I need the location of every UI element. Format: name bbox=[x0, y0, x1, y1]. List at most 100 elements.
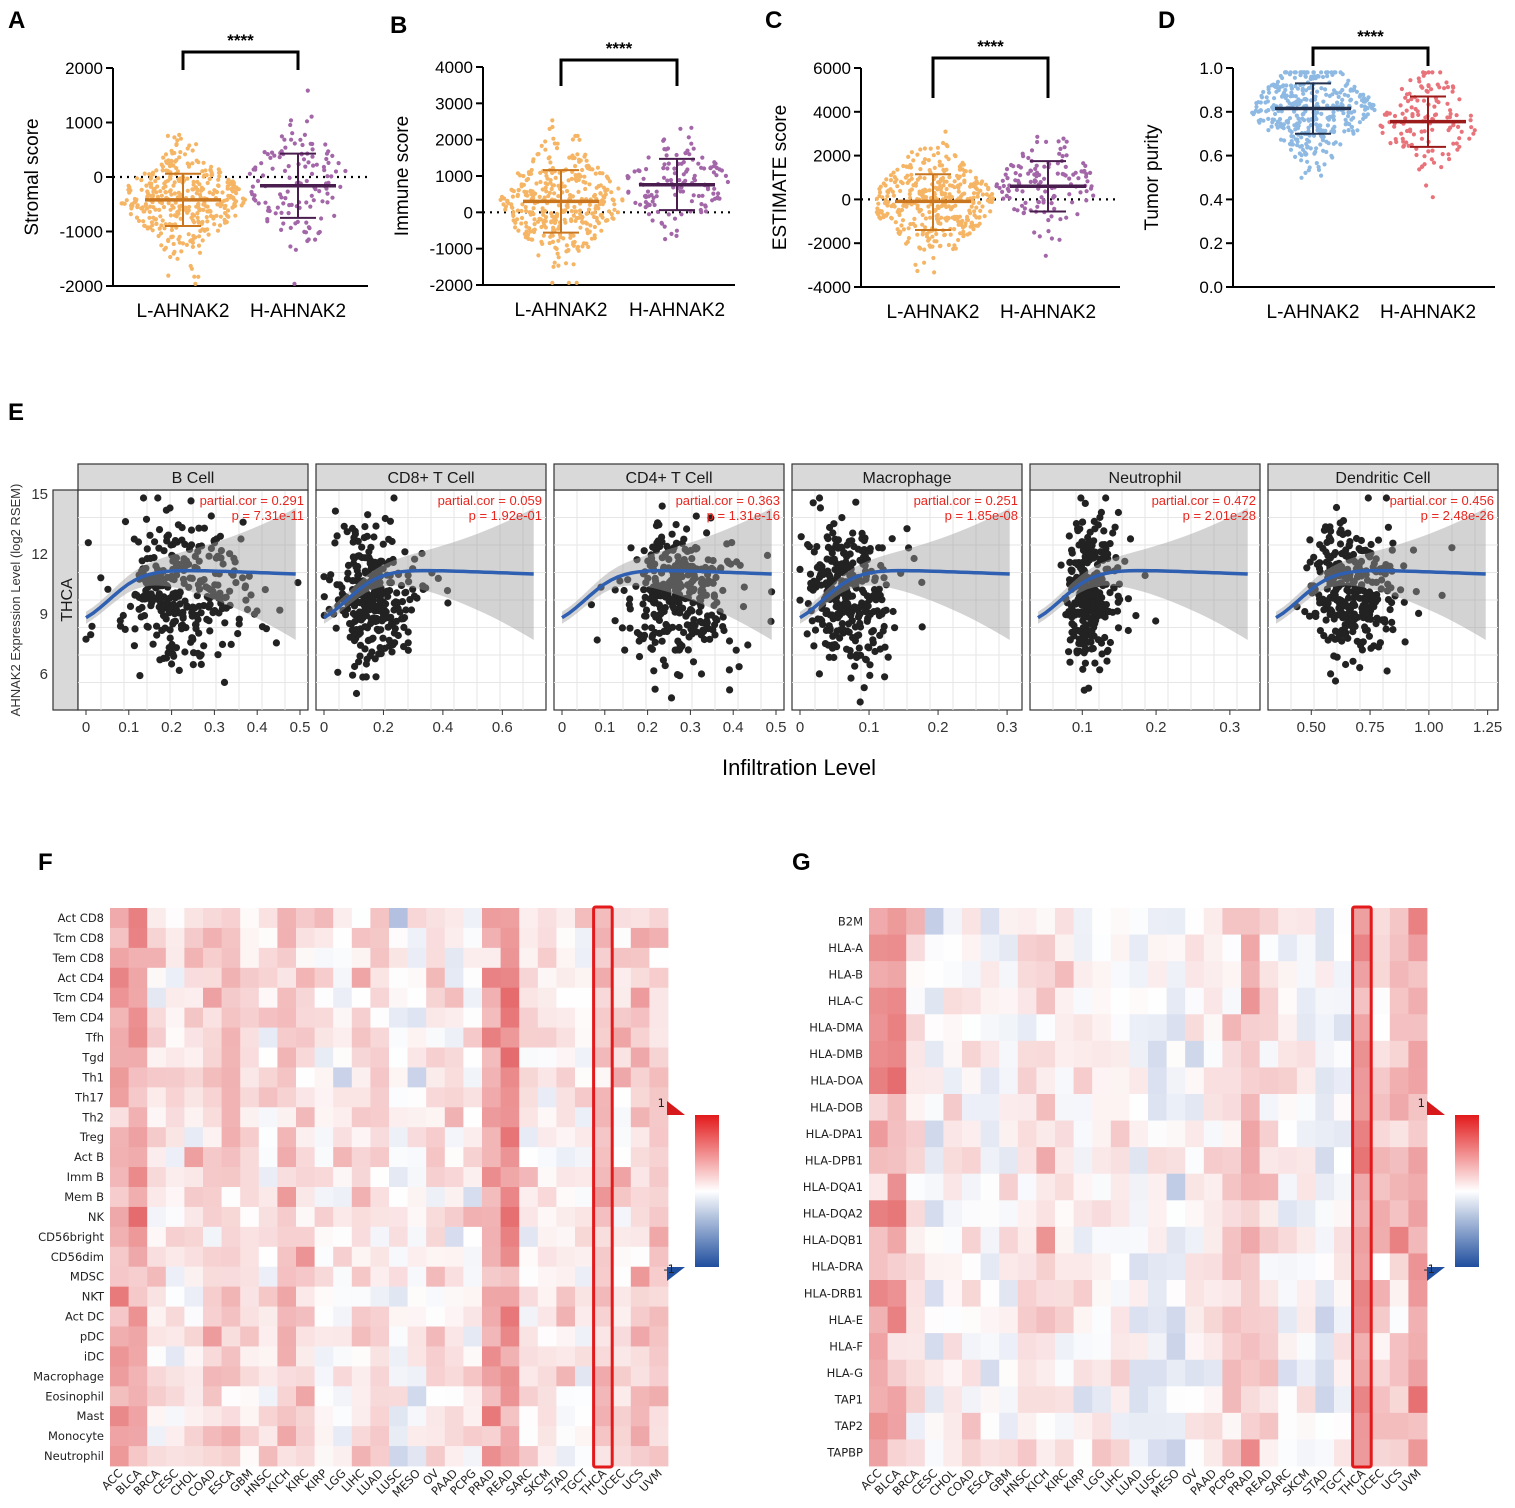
data-point bbox=[918, 246, 923, 251]
data-point bbox=[192, 625, 200, 633]
data-point bbox=[550, 170, 555, 176]
data-point bbox=[1362, 104, 1367, 109]
data-point bbox=[977, 200, 982, 205]
data-point bbox=[1256, 118, 1261, 123]
heatmap-cell bbox=[482, 1127, 501, 1148]
data-point bbox=[1293, 154, 1298, 159]
data-point bbox=[1448, 108, 1453, 113]
data-point bbox=[681, 172, 686, 177]
x-tick-label: 0.75 bbox=[1355, 719, 1384, 736]
data-point bbox=[250, 184, 255, 189]
data-point bbox=[174, 166, 179, 171]
heatmap-cell bbox=[444, 1127, 464, 1148]
heatmap-cell bbox=[593, 1167, 613, 1188]
data-point bbox=[1111, 523, 1119, 531]
data-point bbox=[576, 177, 581, 182]
data-point bbox=[1105, 607, 1113, 616]
heatmap-cell bbox=[370, 927, 390, 949]
data-point bbox=[205, 180, 210, 186]
heatmap-cell bbox=[612, 1027, 632, 1048]
data-point bbox=[222, 205, 227, 211]
data-point bbox=[962, 191, 967, 196]
data-point bbox=[329, 174, 334, 179]
data-point bbox=[571, 243, 577, 248]
data-point bbox=[1424, 183, 1429, 188]
data-point bbox=[960, 218, 965, 223]
data-point bbox=[309, 171, 315, 176]
data-point bbox=[516, 187, 521, 193]
data-point bbox=[511, 213, 516, 218]
data-point bbox=[1357, 94, 1362, 99]
y-tick-label: -1000 bbox=[60, 223, 103, 242]
data-point bbox=[719, 623, 727, 631]
data-point bbox=[1289, 142, 1294, 147]
data-point bbox=[1446, 152, 1451, 157]
data-point bbox=[279, 195, 284, 200]
heatmap-cell bbox=[370, 1167, 390, 1188]
data-point bbox=[190, 244, 195, 249]
data-point bbox=[359, 673, 367, 681]
data-point bbox=[842, 601, 850, 609]
data-point bbox=[190, 212, 195, 217]
data-point bbox=[1291, 102, 1296, 107]
data-point bbox=[578, 208, 583, 213]
data-point bbox=[167, 189, 172, 194]
heatmap-cell bbox=[575, 1127, 594, 1148]
heatmap-cell bbox=[258, 1326, 278, 1347]
data-point bbox=[580, 215, 585, 220]
data-point bbox=[361, 623, 369, 631]
data-point bbox=[554, 146, 560, 151]
data-point bbox=[665, 166, 670, 171]
data-point bbox=[937, 159, 942, 164]
data-point bbox=[304, 178, 309, 184]
data-point bbox=[1327, 670, 1335, 678]
data-point bbox=[391, 639, 399, 647]
heatmap-cell bbox=[240, 1346, 260, 1367]
data-point bbox=[146, 531, 154, 539]
data-point bbox=[262, 625, 270, 633]
data-point bbox=[1310, 76, 1316, 81]
data-point bbox=[176, 237, 181, 242]
data-point bbox=[1333, 653, 1341, 661]
data-point bbox=[1469, 125, 1474, 130]
data-point bbox=[1132, 612, 1140, 620]
data-point bbox=[1431, 160, 1437, 165]
heatmap-cell bbox=[221, 1047, 241, 1068]
data-point bbox=[1342, 660, 1350, 669]
heatmap-cell bbox=[147, 1246, 167, 1268]
data-point bbox=[933, 207, 938, 212]
data-point bbox=[1106, 589, 1114, 597]
data-point bbox=[723, 173, 729, 178]
heatmap-cell bbox=[258, 1007, 278, 1028]
heatmap-cell bbox=[128, 927, 148, 949]
data-point bbox=[678, 604, 686, 612]
data-point bbox=[1384, 112, 1389, 117]
data-point bbox=[866, 610, 874, 619]
heatmap-cell bbox=[351, 1007, 371, 1028]
heatmap-cell bbox=[519, 908, 539, 929]
heatmap-cell bbox=[407, 1047, 427, 1068]
data-point bbox=[908, 188, 913, 193]
data-point bbox=[535, 152, 540, 157]
data-point bbox=[290, 131, 295, 136]
data-point bbox=[1026, 155, 1031, 161]
data-point bbox=[672, 171, 678, 176]
data-point bbox=[834, 536, 843, 544]
data-point bbox=[556, 263, 561, 268]
data-point bbox=[171, 163, 176, 168]
data-point bbox=[1295, 139, 1300, 144]
heatmap-cell bbox=[147, 1067, 167, 1088]
data-point bbox=[875, 206, 880, 211]
data-point bbox=[523, 205, 528, 210]
data-point bbox=[618, 624, 627, 632]
panel-label: E bbox=[8, 399, 24, 426]
heatmap-cell bbox=[537, 927, 557, 949]
data-point bbox=[1085, 549, 1093, 557]
data-point bbox=[338, 584, 346, 592]
heatmap-cell bbox=[221, 1007, 241, 1028]
data-point bbox=[674, 152, 679, 158]
heatmap-cell bbox=[389, 1246, 408, 1268]
heatmap-cell bbox=[630, 1286, 650, 1307]
data-point bbox=[1116, 596, 1124, 604]
